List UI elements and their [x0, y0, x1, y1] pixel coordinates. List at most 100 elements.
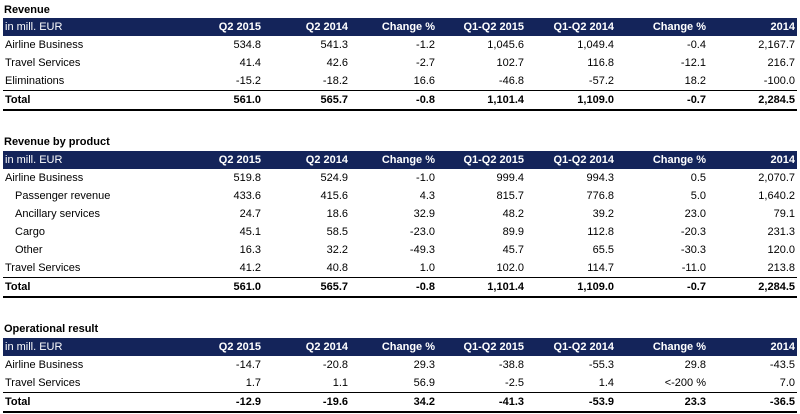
column-header: 2014: [770, 21, 795, 33]
table-cell: 216.7: [767, 57, 795, 69]
table-cell: 2,284.5: [708, 277, 797, 298]
revenue-by-product-section-title: Revenue by product: [4, 136, 110, 148]
revenue-table: in mill. EUR Q2 2015 Q2 2014 Change % Q1-Q2 …: [3, 18, 797, 111]
table-cell: 120.0: [767, 244, 795, 256]
table-header-row: in mill. EUR Q2 2015 Q2 2014 Change % Q1-Q2 …: [3, 151, 797, 169]
table-cell: 16.6: [413, 75, 435, 87]
column-header: Q2 2015: [218, 154, 261, 166]
total-row: Total 561.0 565.7 -0.8 1,101.4 1,109.0 -0.7 2,2…: [3, 277, 797, 298]
row-label: Total: [3, 277, 149, 298]
column-header: Change %: [381, 341, 435, 353]
table-cell: 45.1: [239, 226, 261, 238]
table-cell: 40.8: [326, 262, 348, 274]
table-row: Passenger revenue 433.6 415.6 4.3 815.7 776.8…: [3, 187, 797, 205]
row-label: Travel Services: [5, 377, 81, 389]
column-header: Q1-Q2 2014: [553, 154, 614, 166]
table-cell: 102.7: [496, 57, 524, 69]
table-cell: -0.4: [687, 39, 706, 51]
table-cell: -19.6: [263, 392, 350, 413]
table-cell: 32.9: [413, 208, 435, 220]
row-label: Passenger revenue: [15, 190, 111, 202]
table-cell: -36.5: [708, 392, 797, 413]
table-cell: 48.2: [502, 208, 524, 220]
table-cell: 24.7: [239, 208, 261, 220]
column-header: Q2 2015: [218, 341, 261, 353]
table-cell: 18.6: [326, 208, 348, 220]
table-cell: 433.6: [233, 190, 261, 202]
table-cell: 0.5: [690, 172, 706, 184]
table-cell: -57.2: [588, 75, 614, 87]
table-cell: -20.8: [322, 359, 348, 371]
column-header: Change %: [652, 154, 706, 166]
table-row: Travel Services 41.2 40.8 1.0 102.0 114.7 -11.…: [3, 259, 797, 278]
column-header-unit: in mill. EUR: [5, 154, 63, 166]
table-row: Travel Services 41.4 42.6 -2.7 102.7 116.8 -12…: [3, 54, 797, 72]
table-cell: 541.3: [320, 39, 348, 51]
table-cell: 1.1: [332, 377, 348, 389]
table-cell: -1.2: [416, 39, 435, 51]
table-cell: -12.9: [149, 392, 263, 413]
table-cell: -1.0: [416, 172, 435, 184]
table-cell: 45.7: [502, 244, 524, 256]
column-header: Q2 2014: [305, 154, 348, 166]
table-row: Airline Business -14.7 -20.8 29.3 -38.8 -55.3…: [3, 356, 797, 374]
table-cell: -53.9: [526, 392, 616, 413]
table-cell: -2.7: [416, 57, 435, 69]
table-cell: 29.8: [684, 359, 706, 371]
row-label: Airline Business: [5, 172, 84, 184]
table-cell: 32.2: [326, 244, 348, 256]
table-cell: 23.3: [616, 392, 708, 413]
table-cell: 89.9: [502, 226, 524, 238]
row-label: Eliminations: [5, 75, 65, 87]
table-cell: -18.2: [322, 75, 348, 87]
table-cell: 994.3: [586, 172, 614, 184]
table-cell: -43.5: [769, 359, 795, 371]
table-cell: 213.8: [767, 262, 795, 274]
table-cell: 534.8: [233, 39, 261, 51]
table-cell: 1,109.0: [526, 277, 616, 298]
table-cell: -14.7: [235, 359, 261, 371]
row-label: Total: [3, 392, 149, 413]
table-cell: -55.3: [588, 359, 614, 371]
column-header: 2014: [770, 154, 795, 166]
column-header: Q2 2015: [218, 21, 261, 33]
table-header-row: in mill. EUR Q2 2015 Q2 2014 Change % Q1-Q2 …: [3, 18, 797, 36]
operational-result-section-title: Operational result: [4, 323, 99, 335]
row-label: Other: [15, 244, 43, 256]
column-header: Q1-Q2 2014: [553, 21, 614, 33]
table-cell: 5.0: [690, 190, 706, 202]
row-label: Cargo: [15, 226, 45, 238]
table-cell: 114.7: [587, 262, 614, 274]
row-label: Travel Services: [5, 262, 81, 274]
table-cell: -46.8: [498, 75, 524, 87]
table-cell: 102.0: [496, 262, 524, 274]
table-row: Eliminations -15.2 -18.2 16.6 -46.8 -57.2 18.2…: [3, 72, 797, 91]
table-cell: -12.1: [680, 57, 706, 69]
table-cell: 112.8: [587, 226, 614, 238]
table-cell: -0.8: [350, 277, 437, 298]
table-cell: -100.0: [763, 75, 795, 87]
table-cell: <-200 %: [664, 377, 706, 389]
revenue-section-title: Revenue: [4, 4, 50, 16]
table-cell: 524.9: [320, 172, 348, 184]
total-row: Total -12.9 -19.6 34.2 -41.3 -53.9 23.3 -36.5: [3, 392, 797, 413]
table-cell: -41.3: [437, 392, 526, 413]
table-cell: 42.6: [326, 57, 348, 69]
column-header: Q1-Q2 2015: [463, 341, 524, 353]
table-cell: -0.7: [616, 90, 708, 111]
table-cell: 815.7: [496, 190, 524, 202]
table-cell: 776.8: [586, 190, 614, 202]
table-row: Airline Business 534.8 541.3 -1.2 1,045.6 1,0…: [3, 36, 797, 54]
table-cell: 41.2: [239, 262, 261, 274]
table-cell: 39.2: [592, 208, 614, 220]
table-cell: 1.7: [245, 377, 261, 389]
table-cell: 79.1: [773, 208, 795, 220]
table-cell: -49.3: [409, 244, 435, 256]
table-cell: 29.3: [413, 359, 435, 371]
table-header-row: in mill. EUR Q2 2015 Q2 2014 Change % Q1-Q2 …: [3, 338, 797, 356]
column-header: Q1-Q2 2014: [553, 341, 614, 353]
table-cell: 561.0: [149, 90, 263, 111]
table-cell: 58.5: [326, 226, 348, 238]
table-row: Cargo 45.1 58.5 -23.0 89.9 112.8 -20.3 231.3: [3, 223, 797, 241]
table-cell: 1,049.4: [577, 39, 614, 51]
